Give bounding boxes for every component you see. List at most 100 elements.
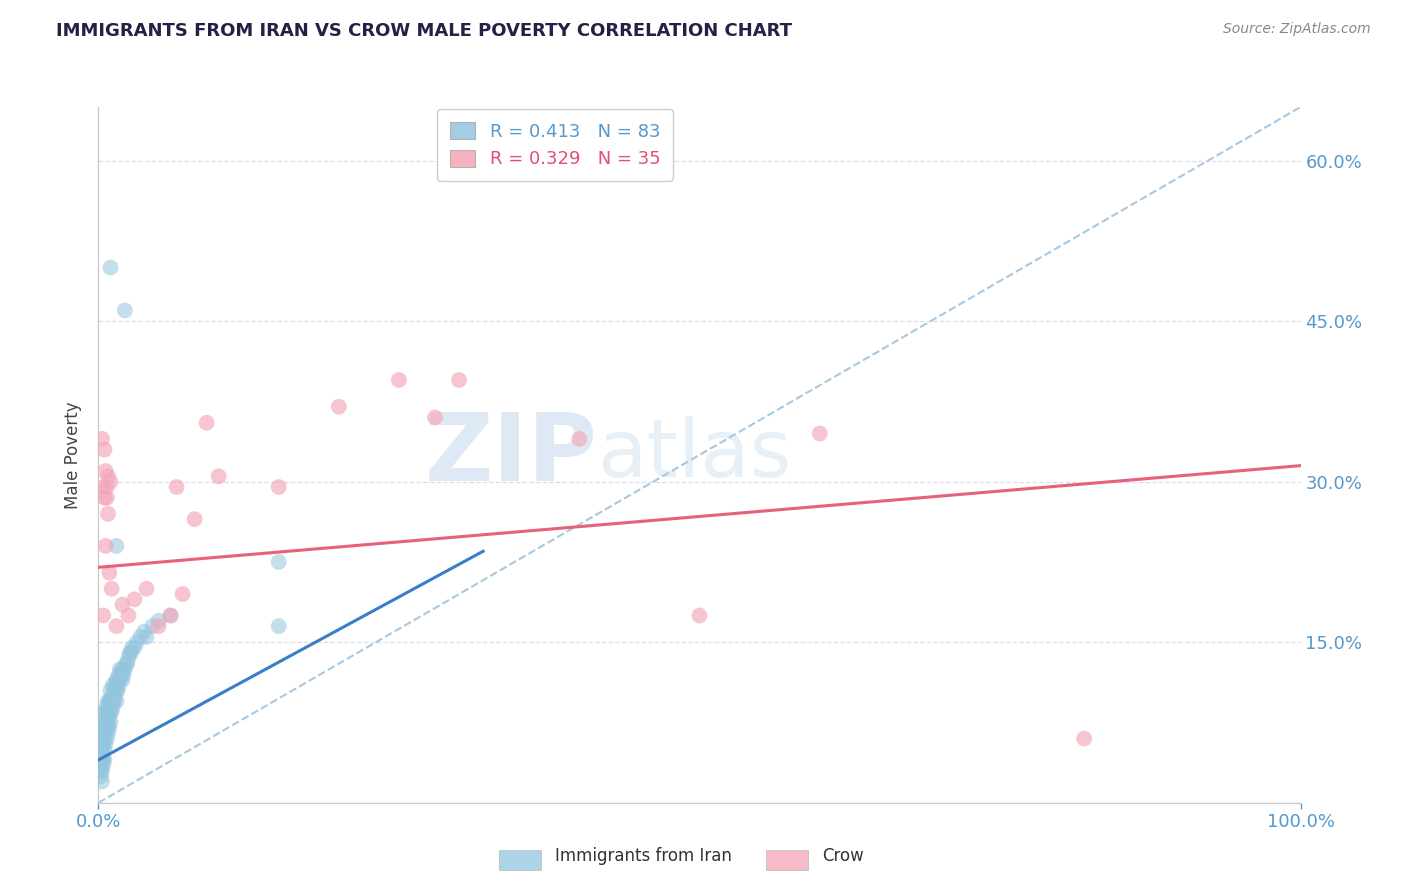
Point [104, 689, 127, 703]
Point [97, 507, 120, 521]
Point [96, 721, 118, 735]
Point [121, 640, 143, 655]
Point [267, 480, 290, 494]
Point [148, 619, 170, 633]
Point [103, 694, 125, 708]
Point [111, 673, 134, 687]
Text: IMMIGRANTS FROM IRAN VS CROW MALE POVERTY CORRELATION CHART: IMMIGRANTS FROM IRAN VS CROW MALE POVERT… [56, 22, 792, 40]
Point [124, 592, 146, 607]
Point [98, 721, 121, 735]
Point [135, 582, 157, 596]
Point [91, 737, 114, 751]
Point [108, 662, 131, 676]
Text: Immigrants from Iran: Immigrants from Iran [555, 847, 733, 865]
Point [101, 678, 124, 692]
Point [447, 373, 470, 387]
Point [96, 731, 118, 746]
Point [93, 442, 115, 457]
Point [1073, 731, 1095, 746]
Point [93, 705, 115, 719]
Point [91, 764, 114, 778]
Text: Source: ZipAtlas.com: Source: ZipAtlas.com [1223, 22, 1371, 37]
Point [107, 673, 129, 687]
Point [124, 640, 146, 655]
Point [94, 737, 117, 751]
Point [100, 694, 122, 708]
Point [120, 646, 142, 660]
Point [110, 667, 132, 681]
Point [101, 689, 124, 703]
Point [112, 667, 135, 681]
Point [98, 694, 121, 708]
Point [93, 731, 115, 746]
Point [423, 410, 446, 425]
Point [98, 566, 121, 580]
Point [98, 710, 121, 724]
Point [111, 662, 134, 676]
Point [195, 416, 218, 430]
Point [267, 555, 290, 569]
Point [100, 715, 122, 730]
Point [93, 721, 115, 735]
Point [114, 662, 136, 676]
Point [91, 721, 114, 735]
Point [208, 469, 231, 483]
Point [148, 614, 170, 628]
Point [96, 480, 118, 494]
Point [108, 673, 131, 687]
Point [125, 635, 148, 649]
Point [100, 683, 122, 698]
Point [97, 715, 120, 730]
Text: atlas: atlas [598, 416, 792, 494]
Point [105, 539, 128, 553]
Point [117, 651, 139, 665]
Point [90, 758, 112, 772]
Point [96, 699, 118, 714]
Point [100, 705, 122, 719]
Point [183, 512, 205, 526]
Point [97, 726, 120, 740]
Point [118, 646, 141, 660]
Point [103, 683, 125, 698]
Point [91, 480, 114, 494]
Point [100, 705, 122, 719]
Point [132, 624, 155, 639]
Point [108, 667, 131, 681]
Point [91, 774, 114, 789]
Point [135, 630, 157, 644]
Point [91, 737, 114, 751]
Point [100, 582, 122, 596]
Point [159, 608, 181, 623]
Point [100, 260, 122, 275]
Legend: R = 0.413   N = 83, R = 0.329   N = 35: R = 0.413 N = 83, R = 0.329 N = 35 [437, 109, 673, 181]
Point [328, 400, 350, 414]
Point [91, 753, 114, 767]
Point [114, 303, 136, 318]
Point [91, 742, 114, 756]
Point [388, 373, 411, 387]
Point [90, 769, 112, 783]
Point [117, 657, 139, 671]
Point [91, 432, 114, 446]
Point [93, 753, 115, 767]
Point [94, 726, 117, 740]
Point [94, 715, 117, 730]
Point [117, 608, 139, 623]
Point [91, 747, 114, 762]
Point [129, 630, 152, 644]
Point [115, 657, 138, 671]
Y-axis label: Male Poverty: Male Poverty [65, 401, 83, 508]
Point [172, 587, 194, 601]
Point [97, 469, 120, 483]
Point [104, 678, 127, 692]
Point [91, 753, 114, 767]
Point [105, 683, 128, 698]
Point [97, 705, 120, 719]
Point [94, 464, 117, 478]
Point [94, 539, 117, 553]
Point [96, 710, 118, 724]
Point [91, 608, 114, 623]
Point [91, 731, 114, 746]
Point [105, 673, 128, 687]
Point [689, 608, 711, 623]
